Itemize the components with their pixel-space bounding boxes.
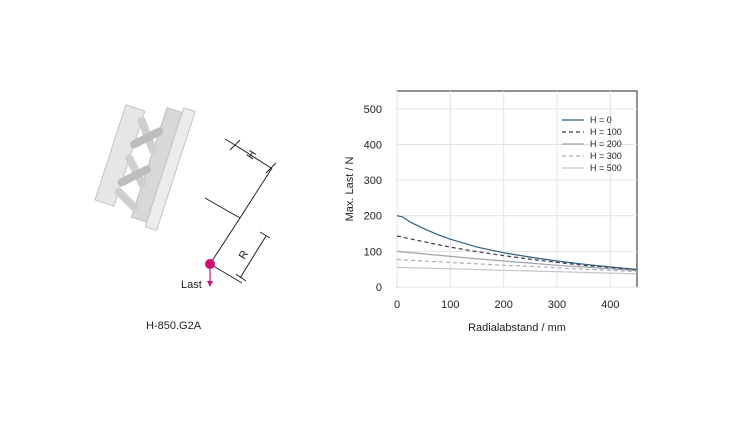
series-line-1: [396, 215, 638, 271]
legend-label: H = 300: [590, 151, 622, 161]
label-load: Last: [181, 279, 202, 291]
y-tick-label: 500: [364, 104, 382, 116]
y-tick-label: 0: [376, 282, 382, 294]
y-tick-label: 200: [364, 211, 382, 223]
load-marker: [205, 259, 215, 287]
dimension-lines: [204, 138, 277, 284]
y-tick-label: 400: [364, 139, 382, 151]
legend-label: H = 100: [590, 127, 622, 137]
y-tick-label: 300: [364, 175, 382, 187]
y-tick-label: 100: [364, 246, 382, 258]
legend-label: H = 500: [590, 163, 622, 173]
grid: [396, 91, 637, 288]
x-tick-label: 300: [548, 299, 566, 311]
x-tick-label: 100: [441, 299, 459, 311]
label-r: R: [237, 248, 251, 261]
y-axis-title: Max. Last / N: [344, 157, 356, 222]
series-line-3: [396, 250, 638, 272]
x-axis-title: Radialabstand / mm: [468, 322, 566, 334]
x-tick-labels: 0 100 200 300 400: [394, 299, 620, 311]
series-line-2: [396, 235, 638, 271]
legend-label: H = 200: [590, 139, 622, 149]
legend-label: H = 0: [590, 115, 612, 125]
series-line-5: [396, 266, 638, 275]
hexapod-diagram: H R Last: [94, 104, 277, 291]
x-tick-label: 400: [601, 299, 619, 311]
series-group: [396, 215, 638, 275]
y-tick-labels: 0 100 200 300 400 500: [364, 104, 382, 294]
x-tick-label: 200: [494, 299, 512, 311]
series-line-4: [396, 259, 638, 273]
model-label: H-850.G2A: [146, 320, 202, 332]
x-tick-label: 0: [394, 299, 400, 311]
hexapod-illustration: [94, 104, 196, 232]
legend: H = 0 H = 100 H = 200 H = 300 H = 500: [562, 115, 622, 173]
